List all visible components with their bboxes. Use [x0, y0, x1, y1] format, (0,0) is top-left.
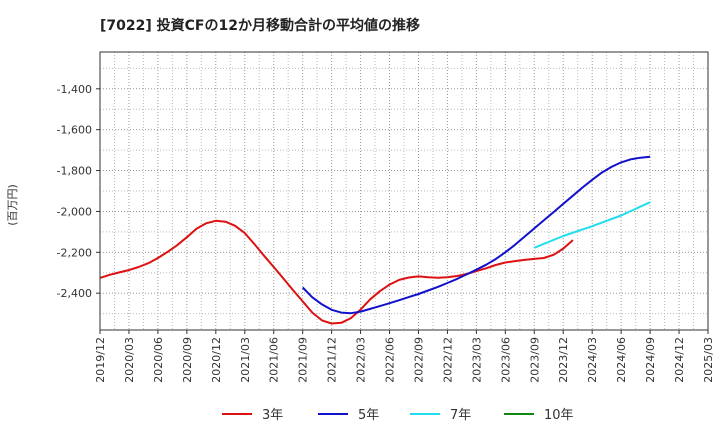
x-tick-label: 2022/03: [355, 337, 368, 383]
x-tick-label: 2024/09: [644, 337, 657, 383]
x-tick-label: 2023/12: [557, 337, 570, 383]
x-tick-label: 2023/06: [499, 337, 512, 383]
x-tick-label: 2021/12: [326, 337, 339, 383]
x-tick-label: 2022/09: [412, 337, 425, 383]
x-axis-ticks: 2019/12 2020/03 2020/06 2020/09 2020/12 2021/…: [94, 330, 715, 383]
y-axis-label: (百万円): [6, 184, 19, 226]
x-tick-label: 2023/09: [528, 337, 541, 383]
x-tick-label: 2021/09: [297, 337, 310, 383]
x-tick-label: 2024/06: [615, 337, 628, 383]
x-tick-label: 2022/12: [441, 337, 454, 383]
x-tick-label: 2024/12: [673, 337, 686, 383]
y-axis-ticks: -1,400 -1,600 -1,800 -2,000 -2,200 -2,400: [57, 83, 100, 300]
y-tick-label: -2,000: [57, 205, 92, 218]
legend-label: 5年: [358, 408, 379, 423]
chart-title: [7022] 投資CFの12か月移動合計の平均値の推移: [100, 17, 420, 34]
x-tick-label: 2020/12: [210, 337, 223, 383]
legend-label: 7年: [450, 408, 471, 423]
y-tick-label: -2,400: [57, 287, 92, 300]
series-line-7年: [533, 201, 651, 249]
legend-label: 3年: [262, 408, 283, 423]
plot-frame: [99, 51, 709, 331]
x-tick-label: 2021/03: [239, 337, 252, 383]
x-tick-label: 2021/06: [268, 337, 281, 383]
x-tick-label: 2023/03: [470, 337, 483, 383]
series-line-5年: [301, 155, 651, 315]
x-tick-label: 2025/03: [702, 337, 715, 383]
y-tick-label: -2,200: [57, 246, 92, 259]
series-line-3年: [99, 219, 574, 325]
y-tick-label: -1,800: [57, 165, 92, 178]
legend-label: 10年: [544, 408, 574, 423]
x-tick-label: 2024/03: [586, 337, 599, 383]
legend: 3年 5年 7年 10年: [222, 408, 574, 423]
x-tick-label: 2020/06: [152, 337, 165, 383]
x-tick-label: 2022/06: [384, 337, 397, 383]
x-tick-label: 2020/09: [181, 337, 194, 383]
x-tick-label: 2019/12: [94, 337, 107, 383]
grid: [99, 52, 709, 330]
y-tick-label: -1,600: [57, 124, 92, 137]
x-tick-label: 2020/03: [123, 337, 136, 383]
y-tick-label: -1,400: [57, 83, 92, 96]
series-lines: [99, 155, 651, 325]
